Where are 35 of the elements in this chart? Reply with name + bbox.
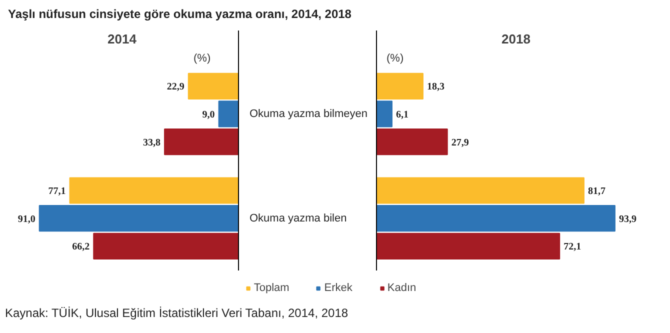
bar bbox=[69, 177, 238, 204]
data-label: 9,0 bbox=[202, 110, 215, 121]
x-axis-title: (%) bbox=[386, 52, 404, 65]
data-label: 18,3 bbox=[426, 82, 444, 93]
data-label: 72,1 bbox=[564, 242, 582, 253]
legend-label: Kadın bbox=[387, 282, 416, 294]
bar bbox=[38, 205, 238, 232]
data-label: 77,1 bbox=[48, 186, 66, 198]
bar bbox=[93, 232, 238, 260]
bar bbox=[376, 177, 584, 204]
bar bbox=[188, 72, 238, 100]
bar bbox=[164, 128, 238, 156]
legend-label: Toplam bbox=[254, 282, 290, 294]
bar bbox=[376, 128, 448, 156]
bar bbox=[376, 72, 424, 100]
x-axis-title: (%) bbox=[194, 52, 211, 65]
data-label: 22,9 bbox=[166, 82, 184, 93]
bar bbox=[376, 205, 616, 232]
data-label: 27,9 bbox=[451, 137, 469, 148]
legend-label: Erkek bbox=[324, 282, 352, 294]
text: Kaynak: TÜİK, Ulusal Eğitim İstatistikleri Veri Tabanı, 2014, 2018 bbox=[5, 305, 348, 322]
chart-title: 2018 bbox=[502, 32, 530, 47]
y-tick-label: Okuma yazma bilen bbox=[250, 212, 347, 224]
data-label: 66,2 bbox=[72, 242, 90, 253]
data-label: 91,0 bbox=[18, 214, 36, 225]
data-label: 6,1 bbox=[396, 110, 408, 121]
bar bbox=[376, 100, 392, 128]
chart-title: 2014 bbox=[108, 32, 138, 47]
data-label: 33,8 bbox=[143, 137, 161, 148]
text: Yaşlı nüfusun cinsiyete göre okuma yazma oranı, 2014, 2018 bbox=[8, 6, 352, 23]
bar bbox=[218, 100, 238, 128]
bar bbox=[376, 232, 560, 260]
data-label: 93,9 bbox=[618, 214, 636, 225]
y-tick-label: Okuma yazma bilmeyen bbox=[250, 108, 368, 120]
data-label: 81,7 bbox=[588, 186, 606, 198]
